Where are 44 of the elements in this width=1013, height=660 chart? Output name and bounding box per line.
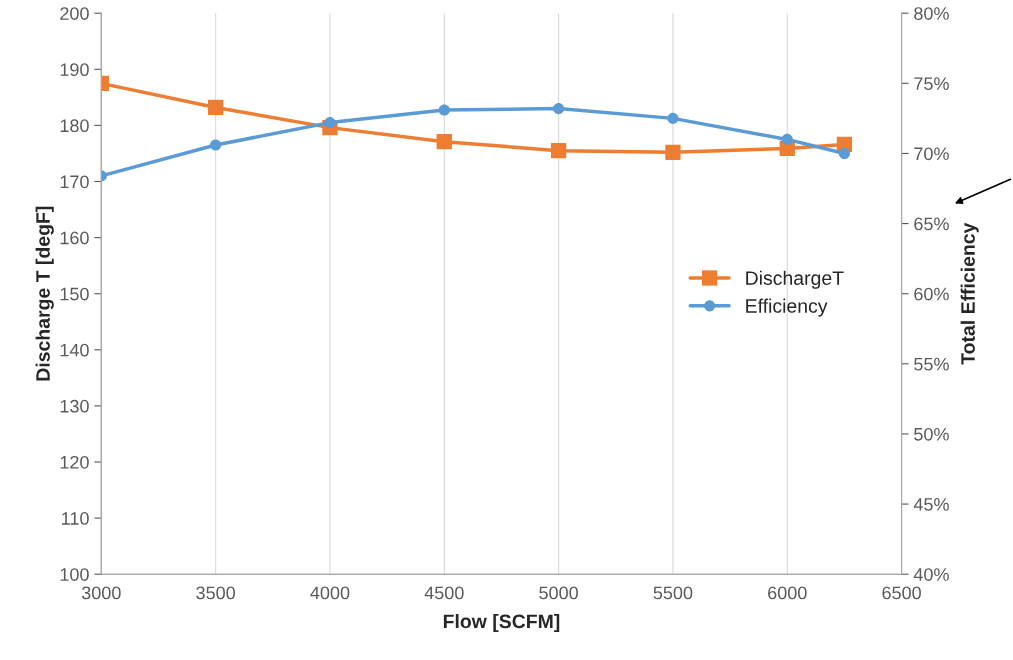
y2-tick-label: 65% — [914, 217, 949, 231]
y2-tick-label: 55% — [914, 357, 949, 371]
y2-axis-title: Total Efficiency — [960, 222, 979, 365]
y2-tick-label: 80% — [914, 7, 949, 20]
x-tick-label: 5500 — [653, 586, 693, 600]
y2-tick-label: 45% — [913, 498, 949, 511]
y-tick-label: 130 — [60, 399, 89, 413]
point — [438, 104, 450, 116]
legend-label: DischargeT — [746, 270, 844, 289]
y-tick-label: 140 — [60, 343, 89, 357]
y-tick-label: 190 — [60, 63, 89, 77]
point — [781, 133, 793, 145]
point — [210, 139, 222, 151]
point — [550, 143, 567, 159]
x-tick-label: 4500 — [424, 586, 464, 600]
point — [207, 99, 224, 116]
x-tick-label: 4000 — [310, 586, 350, 600]
y-tick-label: 120 — [60, 455, 89, 469]
x-tick-label: 5000 — [539, 586, 578, 600]
point — [838, 147, 850, 160]
x-tick-label: 3000 — [81, 586, 121, 600]
y-tick-label: 180 — [60, 119, 89, 133]
y-tick-label: 150 — [60, 287, 89, 301]
x-tick-label: 6000 — [768, 586, 807, 600]
point — [553, 103, 565, 115]
point — [665, 144, 681, 160]
x-tick-label: 3500 — [196, 586, 235, 600]
y-tick-label: 200 — [60, 7, 89, 20]
y2-tick-label: 70% — [914, 147, 949, 161]
y2-tick-label: 50% — [914, 427, 949, 441]
y2-tick-label: 75% — [914, 77, 949, 91]
point — [667, 112, 679, 124]
y-tick-label: 160 — [60, 231, 89, 245]
y2-tick-label: 40% — [913, 568, 949, 581]
point — [324, 117, 336, 129]
x-tick-label: 6500 — [882, 586, 921, 600]
y-axis-title: Discharge T [degF] — [35, 206, 54, 381]
y-tick-label: 170 — [60, 175, 89, 189]
y-tick-label: 110 — [62, 512, 89, 525]
y2-tick-label: 60% — [914, 287, 949, 301]
legend-label: Efficiency — [746, 298, 828, 317]
x-axis-title: Flow [SCFM] — [443, 613, 560, 633]
y-tick-label: 100 — [60, 568, 89, 581]
point — [436, 134, 452, 150]
